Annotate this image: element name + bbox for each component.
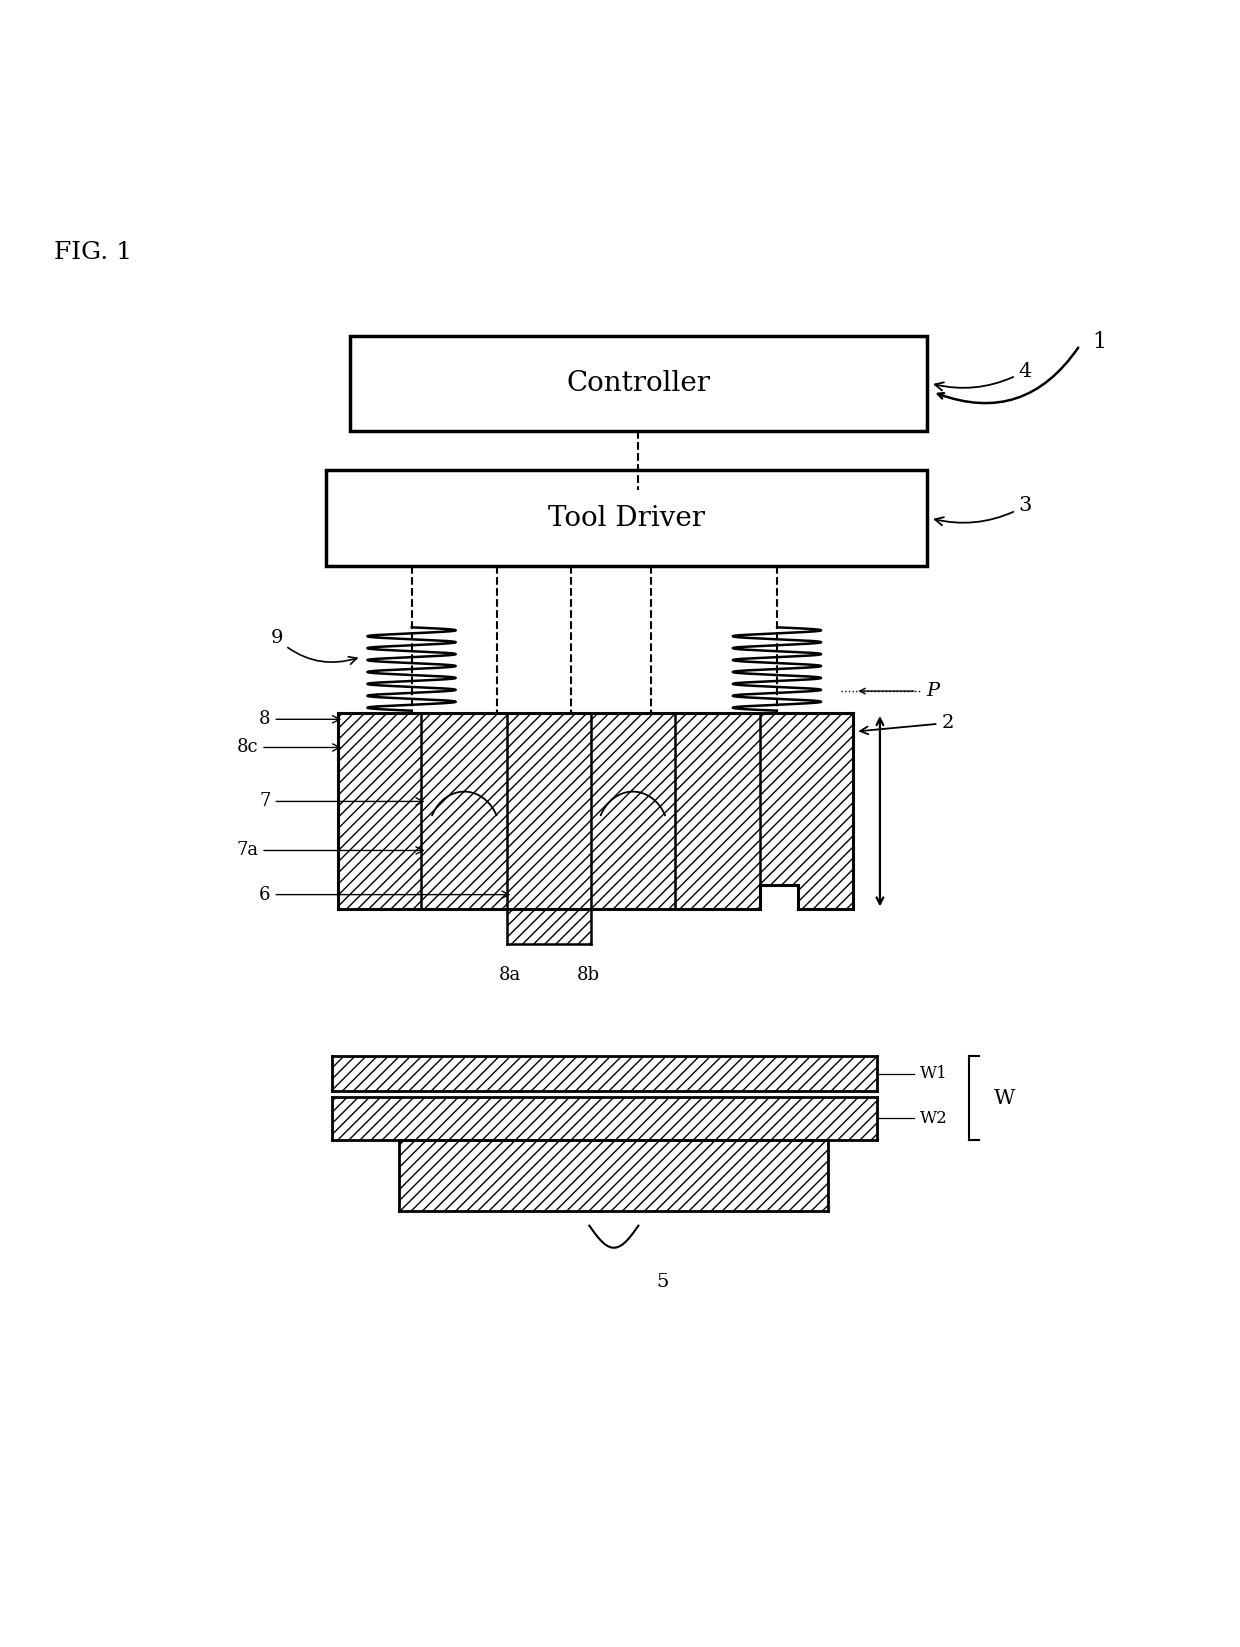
Bar: [422, 713, 507, 909]
Text: Tool Driver: Tool Driver: [548, 504, 704, 532]
Bar: [507, 713, 590, 909]
Text: Controller: Controller: [567, 371, 711, 397]
Text: 9: 9: [270, 629, 357, 664]
Text: 1: 1: [1092, 331, 1106, 352]
Text: FIG. 1: FIG. 1: [53, 240, 131, 264]
Text: 5: 5: [657, 1273, 670, 1291]
Text: 8: 8: [259, 710, 340, 728]
Bar: [675, 713, 760, 909]
Text: 7a: 7a: [236, 842, 423, 860]
Bar: [332, 1097, 878, 1140]
Text: 7: 7: [259, 792, 423, 810]
Text: 6: 6: [259, 886, 508, 904]
Bar: [326, 471, 926, 567]
Text: 2: 2: [861, 713, 954, 735]
Bar: [399, 1140, 828, 1211]
Bar: [326, 471, 926, 567]
Text: 8a: 8a: [498, 965, 521, 983]
Text: W: W: [994, 1089, 1016, 1108]
Bar: [332, 1056, 878, 1090]
Bar: [507, 909, 590, 944]
Text: 3: 3: [935, 496, 1032, 525]
Text: 4: 4: [935, 362, 1032, 390]
Text: W1: W1: [920, 1066, 949, 1082]
Text: 8b: 8b: [577, 965, 600, 983]
Bar: [797, 884, 853, 909]
Text: W2: W2: [920, 1110, 949, 1127]
Bar: [590, 713, 675, 909]
Text: 8c: 8c: [237, 738, 340, 756]
Bar: [760, 713, 853, 884]
Bar: [339, 713, 422, 909]
Text: P: P: [926, 682, 940, 700]
Bar: [350, 336, 926, 432]
Bar: [350, 336, 926, 432]
